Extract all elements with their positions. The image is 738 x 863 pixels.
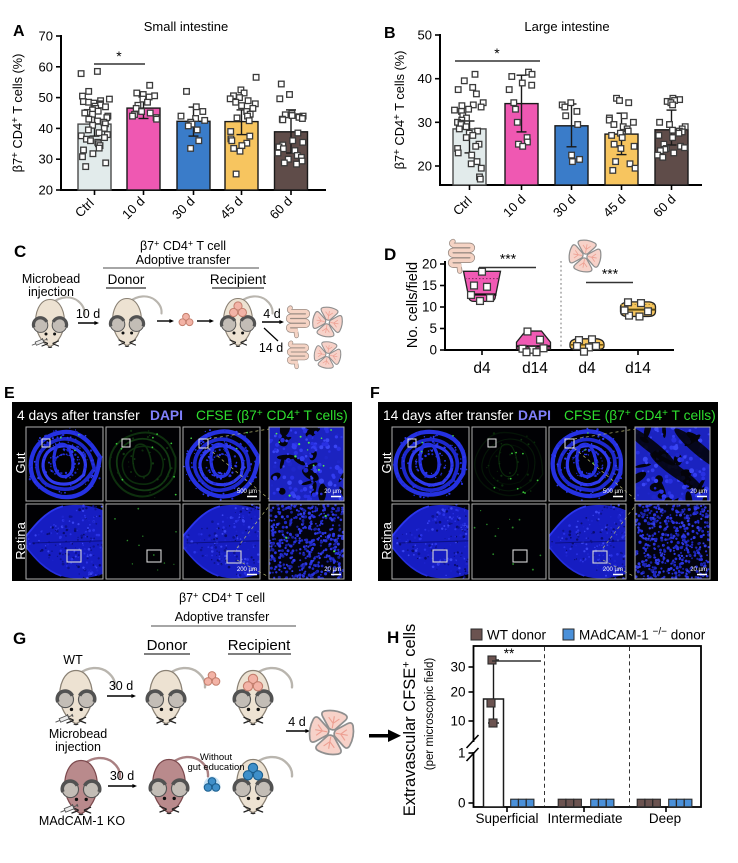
svg-text:*: * (494, 45, 500, 61)
svg-text:4 days after transfer: 4 days after transfer (17, 408, 140, 423)
svg-text:20: 20 (39, 183, 53, 198)
svg-text:70: 70 (39, 29, 53, 44)
svg-text:C: C (14, 242, 26, 261)
svg-text:40: 40 (418, 71, 432, 86)
svg-text:20 µm: 20 µm (690, 567, 707, 573)
svg-text:Intermediate: Intermediate (547, 811, 622, 826)
svg-text:20 µm: 20 µm (324, 567, 341, 573)
svg-text:Recipient: Recipient (210, 272, 267, 287)
svg-text:5: 5 (429, 321, 437, 336)
svg-text:Microbead: Microbead (49, 727, 107, 741)
svg-text:d14: d14 (522, 360, 548, 377)
svg-text:4 d: 4 d (288, 715, 305, 729)
svg-text:**: ** (504, 646, 515, 661)
svg-text:30: 30 (418, 115, 432, 130)
svg-text:Donor: Donor (108, 272, 145, 287)
svg-text:DAPI: DAPI (518, 408, 551, 423)
svg-text:Extravascular CFSE+ cells: Extravascular CFSE+ cells (401, 624, 420, 817)
svg-text:Gut: Gut (379, 452, 394, 473)
svg-text:Microbead: Microbead (22, 272, 80, 286)
svg-text:20: 20 (422, 257, 437, 272)
svg-text:injection: injection (55, 740, 101, 754)
svg-text:Retina: Retina (379, 521, 394, 559)
svg-text:H: H (387, 628, 399, 647)
svg-text:40: 40 (39, 121, 53, 136)
svg-text:β7+ CD4+ T cells (%): β7+ CD4+ T cells (%) (392, 51, 407, 170)
svg-text:30 d: 30 d (110, 769, 134, 783)
svg-text:β7+ CD4+ T cell: β7+ CD4+ T cell (179, 591, 265, 606)
svg-text:CFSE (β7+ CD4+ T cells): CFSE (β7+ CD4+ T cells) (564, 408, 716, 423)
svg-text:Large intestine: Large intestine (524, 19, 609, 34)
svg-text:Recipient: Recipient (228, 637, 291, 654)
svg-text:200 µm: 200 µm (237, 567, 257, 573)
svg-text:500 µm: 500 µm (237, 489, 257, 495)
svg-text:10 d: 10 d (76, 307, 100, 321)
svg-text:Gut: Gut (13, 452, 28, 473)
svg-text:β7+ CD4+ T cells (%): β7+ CD4+ T cells (%) (10, 54, 25, 173)
svg-text:14 days after transfer: 14 days after transfer (383, 408, 514, 423)
svg-text:WT donor: WT donor (487, 628, 547, 643)
svg-text:Donor: Donor (147, 637, 188, 654)
svg-text:20: 20 (450, 685, 465, 700)
svg-text:10: 10 (422, 300, 437, 315)
svg-text:(per microscopic field): (per microscopic field) (424, 658, 436, 771)
svg-text:d4: d4 (473, 360, 491, 377)
svg-text:Deep: Deep (649, 811, 681, 826)
svg-text:Superficial: Superficial (475, 811, 538, 826)
svg-text:50: 50 (418, 28, 432, 43)
svg-text:β7+ CD4+ T cell: β7+ CD4+ T cell (140, 239, 226, 254)
svg-text:***: *** (500, 251, 517, 267)
svg-text:15: 15 (422, 278, 437, 293)
svg-text:Adoptive transfer: Adoptive transfer (175, 610, 270, 624)
svg-text:No. cells/field: No. cells/field (405, 262, 421, 348)
svg-text:G: G (13, 629, 26, 648)
svg-text:Adoptive transfer: Adoptive transfer (136, 253, 231, 267)
svg-text:14 d: 14 d (259, 341, 283, 355)
svg-text:injection: injection (28, 285, 74, 299)
svg-text:F: F (370, 385, 380, 402)
svg-text:60: 60 (39, 59, 53, 74)
svg-text:*: * (116, 48, 122, 64)
svg-text:d4: d4 (578, 360, 596, 377)
svg-text:gut education: gut education (187, 762, 244, 773)
svg-text:0: 0 (429, 343, 437, 358)
svg-text:30: 30 (450, 660, 465, 675)
svg-text:50: 50 (39, 90, 53, 105)
svg-text:MAdCAM-1 −/− donor: MAdCAM-1 −/− donor (579, 627, 706, 643)
svg-text:E: E (4, 385, 15, 402)
svg-text:A: A (13, 23, 25, 40)
svg-text:20 µm: 20 µm (690, 489, 707, 495)
svg-text:0: 0 (458, 796, 466, 811)
svg-text:Retina: Retina (13, 521, 28, 559)
svg-text:D: D (384, 245, 396, 264)
svg-text:B: B (384, 25, 396, 42)
svg-text:***: *** (602, 266, 619, 282)
svg-text:10: 10 (450, 714, 465, 729)
svg-text:500 µm: 500 µm (603, 489, 623, 495)
svg-text:CFSE (β7+ CD4+ T cells): CFSE (β7+ CD4+ T cells) (196, 408, 348, 423)
svg-text:Small intestine: Small intestine (144, 19, 229, 34)
svg-text:DAPI: DAPI (150, 408, 183, 423)
svg-text:20: 20 (418, 159, 432, 174)
svg-text:4 d: 4 d (263, 307, 280, 321)
svg-text:Without: Without (200, 752, 233, 763)
svg-text:MAdCAM-1 KO: MAdCAM-1 KO (39, 814, 125, 828)
svg-text:d14: d14 (625, 360, 651, 377)
svg-text:WT: WT (63, 653, 83, 667)
svg-text:200 µm: 200 µm (603, 567, 623, 573)
svg-text:20 µm: 20 µm (324, 489, 341, 495)
svg-text:1: 1 (458, 746, 466, 761)
svg-text:30 d: 30 d (109, 679, 133, 693)
svg-text:30: 30 (39, 152, 53, 167)
